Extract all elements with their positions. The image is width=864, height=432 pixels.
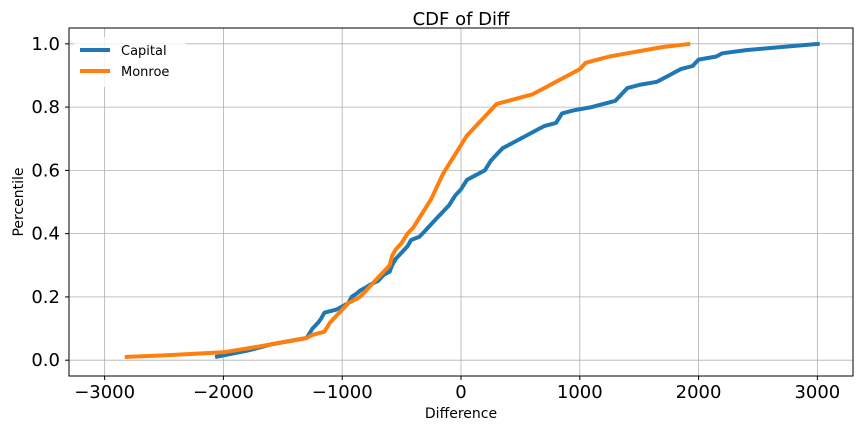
x-tick-label: −2000 bbox=[193, 382, 254, 403]
legend-label-capital: Capital bbox=[121, 44, 167, 59]
ticks: −3000 −2000 −1000 0 1000 2000 3000 0.0 0.2 0.4 0.6… bbox=[31, 34, 840, 403]
chart-title: CDF of Diff bbox=[413, 9, 510, 30]
legend-box bbox=[74, 37, 186, 87]
legend-label-monroe: Monroe bbox=[121, 65, 169, 80]
y-tick-label: 0.4 bbox=[31, 224, 60, 245]
series-layer bbox=[124, 41, 820, 359]
y-tick-label: 0.2 bbox=[31, 287, 60, 308]
series-line-monroe bbox=[124, 41, 691, 359]
y-tick-label: 0.8 bbox=[31, 97, 60, 118]
x-tick-label: 3000 bbox=[794, 382, 840, 403]
x-axis-label: Difference bbox=[425, 406, 497, 422]
y-tick-label: 1.0 bbox=[31, 34, 60, 55]
y-tick-label: 0.0 bbox=[31, 350, 60, 371]
legend: Capital Monroe bbox=[74, 37, 186, 87]
x-tick-label: −3000 bbox=[74, 382, 135, 403]
x-tick-label: 1000 bbox=[557, 382, 603, 403]
x-tick-label: −1000 bbox=[312, 382, 373, 403]
series-line-capital bbox=[214, 41, 820, 359]
grid bbox=[69, 28, 853, 376]
x-tick-label: 0 bbox=[455, 382, 466, 403]
x-tick-label: 2000 bbox=[676, 382, 722, 403]
y-tick-label: 0.6 bbox=[31, 160, 60, 181]
y-axis-label: Percentile bbox=[11, 167, 27, 236]
